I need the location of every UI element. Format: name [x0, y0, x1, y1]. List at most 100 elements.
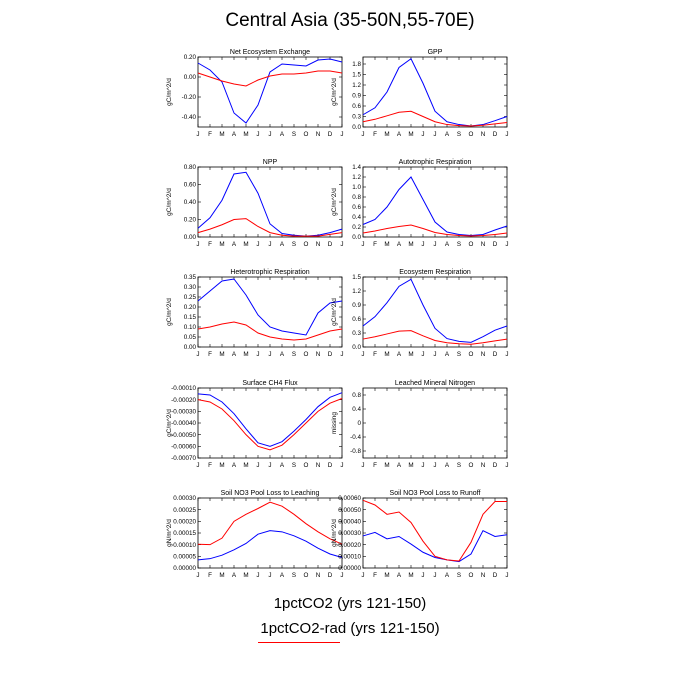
- x-tick-label: J: [340, 462, 343, 469]
- panel-title: GPP: [428, 49, 443, 56]
- x-tick-label: O: [304, 462, 309, 469]
- y-tick-label: -0.00070: [171, 455, 196, 462]
- y-tick-label: 0.0: [352, 344, 361, 351]
- y-tick-label: -0.00010: [171, 385, 196, 392]
- x-tick-label: O: [469, 131, 474, 138]
- x-tick-label: M: [384, 351, 389, 358]
- x-tick-label: M: [219, 351, 224, 358]
- x-tick-label: A: [445, 131, 450, 138]
- x-tick-label: N: [316, 462, 321, 469]
- x-tick-label: J: [421, 351, 424, 358]
- x-tick-label: A: [232, 131, 237, 138]
- x-tick-label: M: [243, 462, 248, 469]
- y-tick-label: 0.80: [184, 164, 197, 171]
- x-tick-label: D: [493, 131, 498, 138]
- x-tick-label: J: [421, 241, 424, 248]
- x-tick-label: J: [256, 351, 259, 358]
- panel-title: NPP: [263, 159, 278, 166]
- series-line-blue: [197, 171, 343, 237]
- x-tick-label: A: [397, 351, 402, 358]
- plot-frame: [362, 276, 508, 348]
- y-tick-label: 0.2: [352, 224, 361, 231]
- legend-entry-red: 1pctCO2-rad (yrs 121-150): [260, 620, 440, 637]
- y-tick-label: 0.15: [184, 314, 197, 321]
- y-tick-label: 0.3: [352, 114, 361, 121]
- x-tick-label: N: [316, 241, 321, 248]
- x-tick-label: A: [232, 351, 237, 358]
- x-tick-label: J: [256, 572, 259, 579]
- y-tick-label: 1.8: [352, 61, 361, 68]
- y-tick-label: 0.9: [352, 302, 361, 309]
- x-tick-label: A: [280, 241, 285, 248]
- y-tick-label: 0.8: [352, 392, 361, 399]
- series-line-blue: [197, 530, 343, 561]
- y-tick-label: 0.00040: [338, 519, 361, 526]
- x-tick-label: M: [219, 462, 224, 469]
- x-tick-label: J: [361, 572, 364, 579]
- x-tick-label: J: [433, 241, 436, 248]
- x-tick-label: O: [304, 572, 309, 579]
- x-tick-label: J: [361, 351, 364, 358]
- x-tick-label: J: [433, 131, 436, 138]
- x-tick-label: J: [196, 131, 199, 138]
- x-tick-label: O: [304, 131, 309, 138]
- x-tick-label: M: [408, 462, 413, 469]
- y-tick-label: 0.00: [184, 74, 197, 81]
- x-tick-label: J: [268, 462, 271, 469]
- y-tick-label: 1.2: [352, 174, 361, 181]
- panel-7: Surface CH4 Flux gC/m^2/d -0.00010 -0.00020…: [166, 380, 344, 469]
- y-tick-label: 0.20: [184, 304, 197, 311]
- y-tick-label: -0.00040: [171, 420, 196, 427]
- panel-10: Soil NO3 Pool Loss to RunoffgN/m^2/d0.00…: [331, 490, 509, 579]
- x-tick-label: J: [340, 131, 343, 138]
- x-tick-label: M: [243, 351, 248, 358]
- x-tick-label: S: [457, 241, 461, 248]
- x-tick-label: J: [340, 572, 343, 579]
- x-tick-label: S: [292, 131, 296, 138]
- x-tick-label: J: [421, 572, 424, 579]
- y-tick-label: 0.25: [184, 294, 197, 301]
- series-line-red: [197, 321, 343, 341]
- x-tick-label: M: [219, 572, 224, 579]
- x-tick-label: M: [384, 241, 389, 248]
- x-tick-label: D: [493, 351, 498, 358]
- series-line-red: [362, 499, 507, 562]
- y-tick-label: 0.00010: [173, 542, 196, 549]
- x-tick-label: J: [421, 462, 424, 469]
- x-tick-label: M: [243, 241, 248, 248]
- y-tick-label: 0.00015: [173, 530, 196, 537]
- y-tick-label: 0.4: [352, 214, 361, 221]
- x-tick-label: A: [397, 462, 402, 469]
- x-tick-label: J: [268, 131, 271, 138]
- x-tick-label: N: [481, 351, 486, 358]
- x-tick-label: S: [292, 351, 296, 358]
- x-tick-label: D: [493, 241, 498, 248]
- panel-8: Leached Mineral Nitrogen missing 0.8 0.4 0 -0…: [331, 380, 509, 469]
- y-tick-label: 0.00000: [338, 565, 361, 572]
- panel-title: Autotrophic Respiration: [399, 159, 472, 166]
- y-tick-label: -0.00060: [171, 444, 196, 451]
- y-tick-label: 0.00030: [173, 495, 196, 502]
- y-axis-label: gC/m^2/d: [166, 78, 173, 106]
- y-axis-label: missing: [331, 412, 338, 434]
- x-tick-label: S: [292, 462, 296, 469]
- x-tick-label: N: [316, 572, 321, 579]
- x-tick-label: J: [505, 462, 508, 469]
- y-tick-label: -0.00020: [171, 397, 196, 404]
- x-tick-label: D: [493, 462, 498, 469]
- x-tick-label: A: [445, 351, 450, 358]
- x-tick-label: A: [232, 241, 237, 248]
- x-tick-label: A: [232, 462, 237, 469]
- series-line-blue: [197, 58, 343, 124]
- y-axis-label: gC/m^2/d: [166, 298, 173, 326]
- series-line-blue: [362, 278, 508, 343]
- y-tick-label: 0.4: [352, 406, 361, 413]
- y-tick-label: -0.00030: [171, 409, 196, 416]
- plot-frame: [197, 56, 343, 128]
- x-tick-label: N: [316, 131, 321, 138]
- x-tick-label: J: [505, 241, 508, 248]
- x-tick-label: J: [361, 131, 364, 138]
- y-axis-label: gN/m^2/d: [166, 519, 173, 547]
- panel-title: Net Ecosystem Exchange: [230, 49, 310, 56]
- panel-5: Heterotrophic Respiration gC/m^2/d 0.00 0.0…: [166, 269, 344, 358]
